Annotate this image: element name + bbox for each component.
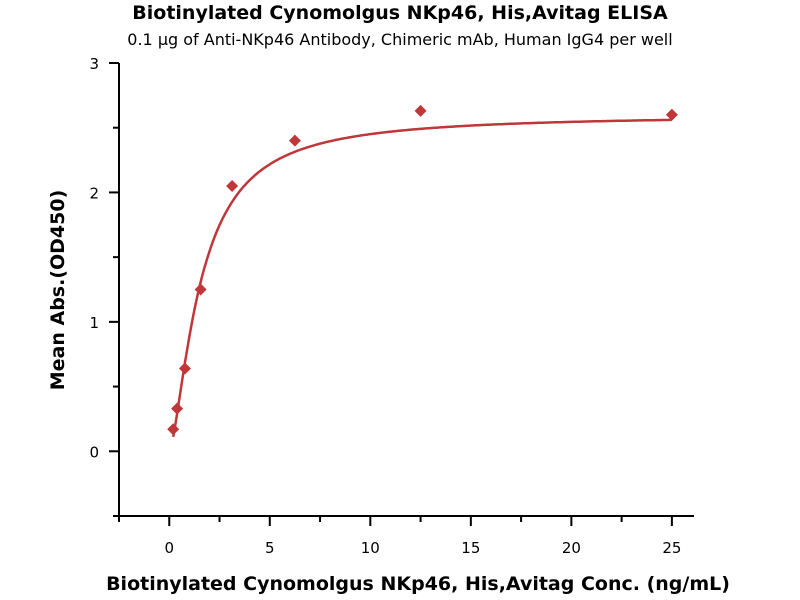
x-tick-label: 20 bbox=[562, 539, 581, 557]
chart-subtitle: 0.1 μg of Anti-NKp46 Antibody, Chimeric … bbox=[127, 30, 673, 49]
y-tick-label: 1 bbox=[89, 314, 99, 332]
fit-curve bbox=[171, 118, 672, 438]
data-point bbox=[194, 283, 207, 296]
data-point bbox=[178, 362, 191, 375]
data-point bbox=[171, 402, 184, 415]
y-tick-label: 3 bbox=[89, 55, 99, 73]
data-point bbox=[288, 134, 301, 147]
data-point bbox=[167, 423, 180, 436]
data-point bbox=[226, 179, 239, 192]
y-tick-label: 2 bbox=[89, 184, 99, 202]
y-tick-label: 0 bbox=[89, 443, 99, 461]
data-point bbox=[414, 104, 427, 117]
x-tick-label: 0 bbox=[164, 539, 174, 557]
y-axis-label: Mean Abs.(OD450) bbox=[47, 190, 69, 391]
x-tick-label: 25 bbox=[662, 539, 681, 557]
x-tick-label: 10 bbox=[361, 539, 380, 557]
x-axis-label: Biotinylated Cynomolgus NKp46, His,Avita… bbox=[106, 573, 730, 595]
data-point bbox=[665, 108, 678, 121]
chart-title: Biotinylated Cynomolgus NKp46, His,Avita… bbox=[132, 2, 668, 24]
x-tick-label: 5 bbox=[265, 539, 275, 557]
x-tick-label: 15 bbox=[461, 539, 480, 557]
